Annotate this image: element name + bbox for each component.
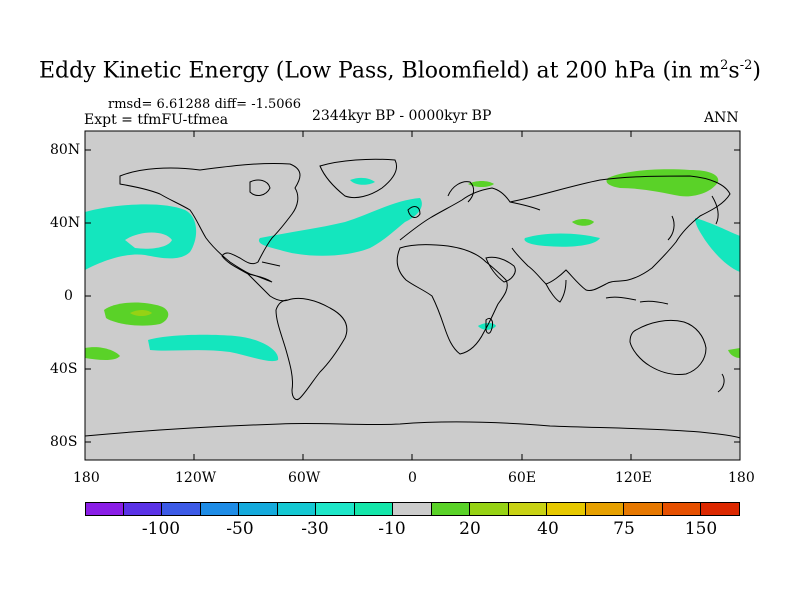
colorbar-label: 40 xyxy=(537,519,559,539)
colorbar-label: 20 xyxy=(459,519,481,539)
colorbar-label: -100 xyxy=(141,519,181,539)
lon-tick-60e: 60E xyxy=(508,470,537,486)
lon-tick-60w: 60W xyxy=(288,470,321,486)
colorbar-box xyxy=(393,502,432,516)
colorbar-label: -50 xyxy=(226,519,254,539)
lon-tick-120e: 120E xyxy=(615,470,652,486)
anomaly-npacific-inner xyxy=(125,232,172,249)
coast-antarctica xyxy=(85,421,740,439)
colorbar-label: -30 xyxy=(301,519,329,539)
anomaly-scandinavia xyxy=(468,181,494,187)
colorbar-box xyxy=(701,502,740,516)
experiment-label: Expt = tfmFU-tfmea xyxy=(84,112,229,128)
colorbar-box xyxy=(585,502,625,516)
anomaly-regions xyxy=(85,169,740,362)
anomaly-tropical-pacific-core xyxy=(130,310,152,316)
colorbar-label: 150 xyxy=(684,519,718,539)
coast-kamchatka xyxy=(711,195,719,225)
anomaly-mongolia xyxy=(572,219,594,226)
lon-tick-180w: 180 xyxy=(73,470,100,486)
colorbar-box xyxy=(200,502,240,516)
colorbar-box xyxy=(162,502,201,516)
colorbar-box xyxy=(508,502,548,516)
lat-tick-0: 0 xyxy=(64,288,73,304)
stats-label: rmsd= 6.61288 diff= -1.5066 xyxy=(108,97,302,112)
coast-cuba xyxy=(261,261,281,267)
anomaly-greenland xyxy=(350,177,375,185)
anomaly-npac-east xyxy=(695,218,740,272)
coast-europe xyxy=(399,187,541,241)
coast-africa xyxy=(396,244,508,355)
anomaly-spac-west xyxy=(85,347,120,360)
lat-tick-40n: 40N xyxy=(50,215,81,231)
coast-south-america xyxy=(275,297,348,401)
coast-uk xyxy=(407,206,421,218)
lon-tick-0: 0 xyxy=(408,470,417,486)
coastlines xyxy=(85,158,740,439)
period-label: 2344kyr BP - 0000kyr BP xyxy=(312,108,492,124)
coast-arabia xyxy=(485,256,516,283)
colorbar-box xyxy=(662,502,702,516)
coast-north-america xyxy=(119,162,301,283)
coast-hudson-bay xyxy=(249,179,271,196)
anomaly-natlantic xyxy=(258,198,422,256)
colorbar-label: -10 xyxy=(378,519,406,539)
lat-tick-80s: 80S xyxy=(50,434,78,450)
coast-asia xyxy=(509,175,731,291)
lon-tick-180e: 180 xyxy=(728,470,755,486)
coast-indonesia xyxy=(605,296,669,305)
plot-title: Eddy Kinetic Energy (Low Pass, Bloomfiel… xyxy=(39,58,761,84)
colorbar-box xyxy=(470,502,509,516)
coast-japan xyxy=(667,215,675,241)
colorbar-box xyxy=(354,502,394,516)
colorbar-box xyxy=(123,502,163,516)
coast-greenland xyxy=(319,158,397,199)
coast-india xyxy=(545,279,567,303)
lat-tick-80n: 80N xyxy=(50,142,81,158)
lon-tick-120w: 120W xyxy=(175,470,217,486)
coast-australia xyxy=(629,319,707,375)
colorbar-box xyxy=(277,502,317,516)
colorbar-box xyxy=(316,502,355,516)
anomaly-spacific xyxy=(148,334,279,362)
axis-ticks xyxy=(84,131,741,460)
lat-tick-40s: 40S xyxy=(50,361,78,377)
coast-new-zealand xyxy=(717,373,725,393)
anomaly-spac-east xyxy=(728,348,740,358)
colorbar-box xyxy=(431,502,471,516)
colorbar-box xyxy=(547,502,586,516)
colorbar-box xyxy=(85,502,124,516)
anomaly-central-asia xyxy=(524,233,600,247)
colorbar-box xyxy=(624,502,663,516)
colorbar-label: 75 xyxy=(613,519,635,539)
season-label: ANN xyxy=(704,110,739,126)
colorbar-box xyxy=(239,502,278,516)
coast-madagascar xyxy=(485,317,493,334)
coast-scandinavia xyxy=(447,181,475,203)
